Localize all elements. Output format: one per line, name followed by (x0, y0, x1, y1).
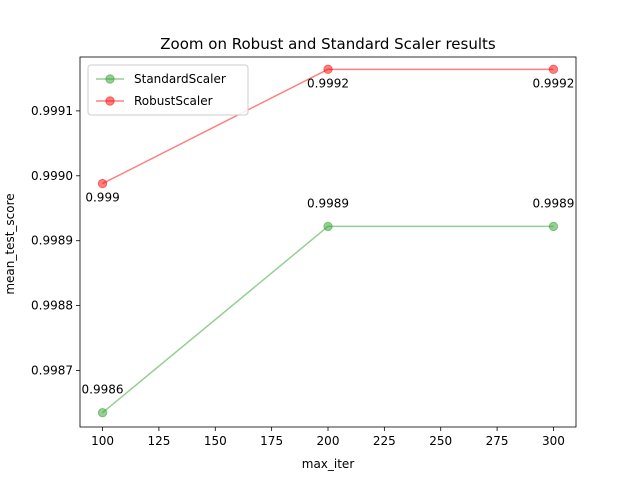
data-label: 0.9989 (532, 196, 574, 210)
x-tick-label: 150 (204, 434, 227, 448)
y-tick-label: 0.9989 (31, 234, 73, 248)
data-label: 0.9992 (307, 76, 349, 90)
data-point (548, 221, 559, 232)
data-label: 0.9992 (532, 76, 574, 90)
x-axis-label: max_iter (302, 457, 355, 471)
x-tick-label: 275 (486, 434, 509, 448)
data-point (323, 221, 333, 232)
x-tick-label: 200 (317, 434, 340, 448)
legend-entry: RobustScaler (134, 94, 213, 108)
x-tick-label: 225 (373, 434, 396, 448)
data-label: 0.999 (85, 191, 119, 205)
y-tick-label: 0.9987 (31, 364, 73, 378)
x-tick-label: 300 (542, 434, 565, 448)
x-tick-label: 125 (147, 434, 170, 448)
data-label: 0.9989 (307, 196, 349, 210)
plot-area: 100 125 150 175 200 225 250 275 300 0.9987 0.9988 0… (31, 56, 577, 448)
x-tick-label: 250 (429, 434, 452, 448)
y-tick-label: 0.9990 (31, 169, 73, 183)
data-point (323, 64, 333, 75)
legend-marker (105, 74, 115, 84)
legend-marker (105, 96, 115, 106)
x-tick-label: 175 (260, 434, 283, 448)
y-tick-label: 0.9988 (31, 299, 73, 313)
y-tick-label: 0.9991 (31, 104, 73, 118)
chart-title: Zoom on Robust and Standard Scaler resul… (160, 35, 496, 53)
legend-box (87, 64, 249, 116)
legend-entry: StandardScaler (134, 72, 226, 86)
data-label: 0.9986 (82, 383, 124, 397)
data-point (97, 178, 108, 189)
data-point (548, 64, 559, 75)
y-axis-label: mean_test_score (3, 193, 17, 294)
x-tick-label: 100 (91, 434, 114, 448)
data-point (97, 408, 108, 418)
